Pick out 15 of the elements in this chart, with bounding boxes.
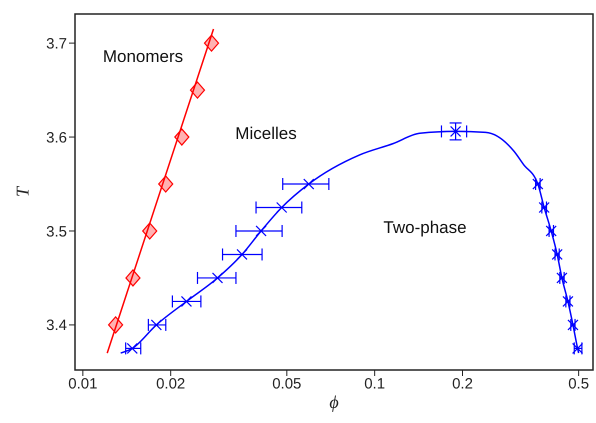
y-tick-label: 3.5 (46, 223, 67, 240)
x-tick-label: 0.01 (68, 376, 98, 393)
y-tick-label: 3.4 (46, 317, 67, 334)
annotation: Two-phase (383, 218, 467, 237)
y-tick-label: 3.7 (46, 35, 67, 52)
y-tick-label: 3.6 (46, 129, 67, 146)
x-tick-label: 0.02 (156, 376, 186, 393)
x-tick-label: 0.5 (568, 376, 590, 393)
annotation: Monomers (102, 47, 184, 66)
x-tick-label: 0.05 (272, 376, 302, 393)
x-tick-label: 0.1 (364, 376, 386, 393)
x-tick-label: 0.2 (452, 376, 473, 393)
y-axis-title: T (12, 185, 32, 198)
x-axis-title: ϕ (329, 392, 339, 412)
annotation: Micelles (235, 124, 297, 143)
